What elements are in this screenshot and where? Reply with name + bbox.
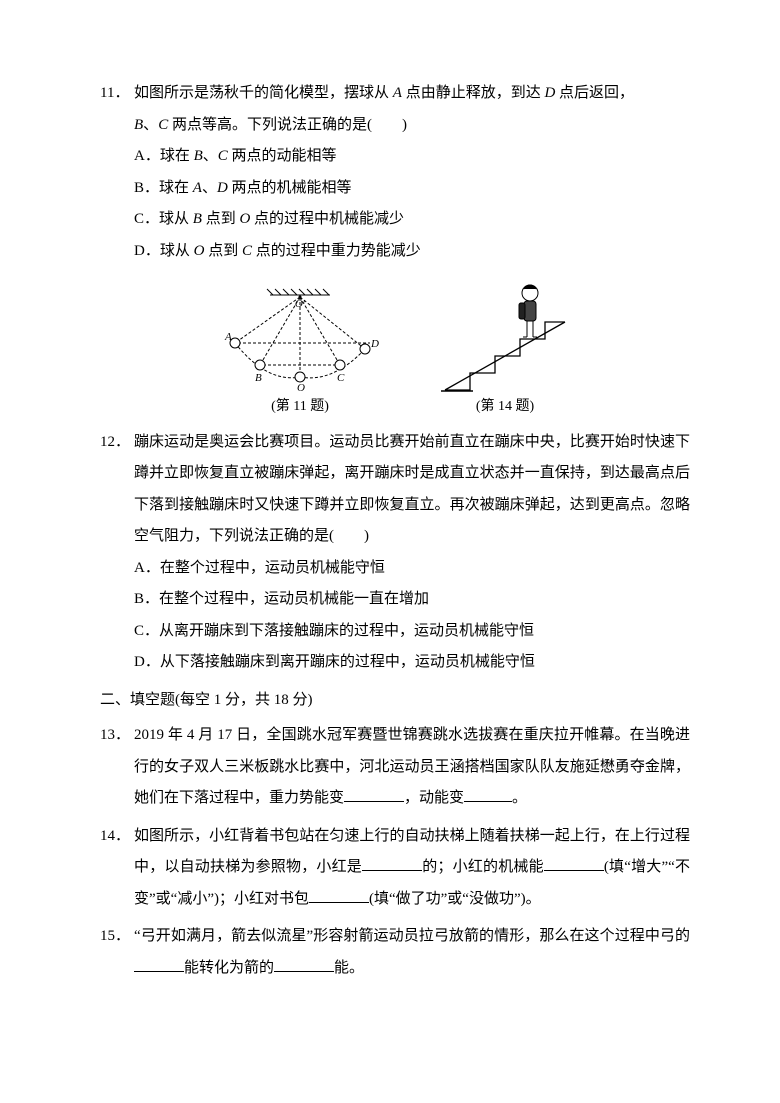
q15-blank-2: [274, 955, 334, 972]
figure-11-caption: (第 11 题): [215, 397, 385, 417]
figure-11: O′ A B: [215, 285, 385, 417]
q14-body: 如图所示，小红背着书包站在匀速上行的自动扶梯上随着扶梯一起上行，在上行过程中，以…: [134, 821, 690, 916]
question-13: 13． 2019 年 4 月 17 日，全国跳水冠军赛暨世锦赛跳水选拔赛在重庆拉…: [100, 720, 690, 815]
q12-option-c: C．从离开蹦床到下落接触蹦床的过程中，运动员机械能守恒: [100, 616, 690, 648]
q11-option-d: D．球从 O 点到 C 点的过程中重力势能减少: [100, 236, 690, 268]
q13-blank-1: [344, 786, 404, 803]
q14-blank-1: [362, 855, 422, 872]
question-12: 12． 蹦床运动是奥运会比赛项目。运动员比赛开始前直立在蹦床中央，比赛开始时快速…: [100, 427, 690, 679]
question-15: 15． “弓开如满月，箭去似流星”形容射箭运动员拉弓放箭的情形，那么在这个过程中…: [100, 921, 690, 984]
q14-number: 14．: [100, 821, 134, 916]
q12-option-d: D．从下落接触蹦床到离开蹦床的过程中，运动员机械能守恒: [100, 647, 690, 679]
q12-option-a: A．在整个过程中，运动员机械能守恒: [100, 553, 690, 585]
q11-number: 11．: [100, 78, 134, 110]
q13-body: 2019 年 4 月 17 日，全国跳水冠军赛暨世锦赛跳水选拔赛在重庆拉开帷幕。…: [134, 720, 690, 815]
q11-option-b: B．球在 A、D 两点的机械能相等: [100, 173, 690, 205]
q11-stem-line2: B、C 两点等高。下列说法正确的是( ): [100, 110, 690, 142]
q12-stem: 蹦床运动是奥运会比赛项目。运动员比赛开始前直立在蹦床中央，比赛开始时快速下蹲并立…: [134, 427, 690, 553]
section-2-heading: 二、填空题(每空 1 分，共 18 分): [100, 685, 690, 717]
escalator-girl-icon: [435, 275, 575, 395]
question-14: 14． 如图所示，小红背着书包站在匀速上行的自动扶梯上随着扶梯一起上行，在上行过…: [100, 821, 690, 916]
question-11: 11． 如图所示是荡秋千的简化模型，摆球从 A 点由静止释放，到达 D 点后返回…: [100, 78, 690, 267]
q15-number: 15．: [100, 921, 134, 984]
svg-text:D: D: [370, 338, 379, 350]
pendulum-diagram-icon: O′ A B: [215, 285, 385, 395]
q14-blank-2: [544, 855, 604, 872]
q15-blank-1: [134, 955, 184, 972]
q12-number: 12．: [100, 427, 134, 553]
q11-option-c: C．球从 B 点到 O 点的过程中机械能减少: [100, 204, 690, 236]
q13-number: 13．: [100, 720, 134, 815]
figures-row: O′ A B: [100, 275, 690, 417]
q12-option-b: B．在整个过程中，运动员机械能一直在增加: [100, 584, 690, 616]
q14-blank-3: [309, 886, 369, 903]
q11-stem-line1: 如图所示是荡秋千的简化模型，摆球从 A 点由静止释放，到达 D 点后返回，: [134, 78, 690, 110]
svg-text:B: B: [255, 372, 262, 384]
q13-blank-2: [464, 786, 512, 803]
figure-14-caption: (第 14 题): [435, 397, 575, 417]
svg-text:A: A: [224, 331, 232, 343]
q15-body: “弓开如满月，箭去似流星”形容射箭运动员拉弓放箭的情形，那么在这个过程中弓的能转…: [134, 921, 690, 984]
figure-14: (第 14 题): [435, 275, 575, 417]
q11-option-a: A．球在 B、C 两点的动能相等: [100, 141, 690, 173]
svg-text:O: O: [297, 382, 305, 394]
svg-text:C: C: [337, 372, 345, 384]
